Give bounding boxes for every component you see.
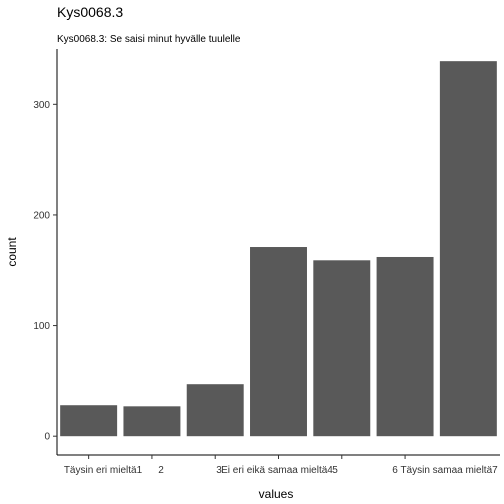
chart-subtitle: Kys0068.3: Se saisi minut hyvälle tuulel…: [57, 34, 241, 45]
x-axis-ticks: Täysin eri mieltä1 2 3 Ei eri eikä samaa mi…: [64, 455, 498, 476]
bar-2: [186, 384, 244, 437]
y-tick-label: 100: [33, 321, 50, 332]
bar-6: [439, 61, 497, 437]
bar-0: [60, 405, 118, 437]
x-tick-label: 3: [216, 465, 222, 476]
bar-5: [376, 256, 434, 437]
y-tick-label: 0: [44, 432, 50, 443]
bar-1: [123, 406, 181, 437]
x-tick-label: 5: [332, 465, 338, 476]
y-axis-title: count: [5, 237, 19, 267]
bar-4: [313, 260, 371, 437]
bar-3: [250, 247, 307, 437]
x-tick-label: Ei eri eikä samaa mieltä4: [221, 465, 333, 476]
x-axis-title: values: [259, 487, 294, 501]
x-tick-label: 2: [158, 465, 164, 476]
y-tick-label: 300: [33, 100, 50, 111]
x-tick-label: 6 Täysin samaa mieltä7: [392, 465, 498, 476]
y-axis-ticks: 0 100 200 300: [33, 100, 57, 443]
bars-group: [60, 61, 497, 437]
y-tick-label: 200: [33, 210, 50, 221]
x-tick-label: Täysin eri mieltä1: [64, 465, 143, 476]
chart-title: Kys0068.3: [57, 4, 123, 20]
